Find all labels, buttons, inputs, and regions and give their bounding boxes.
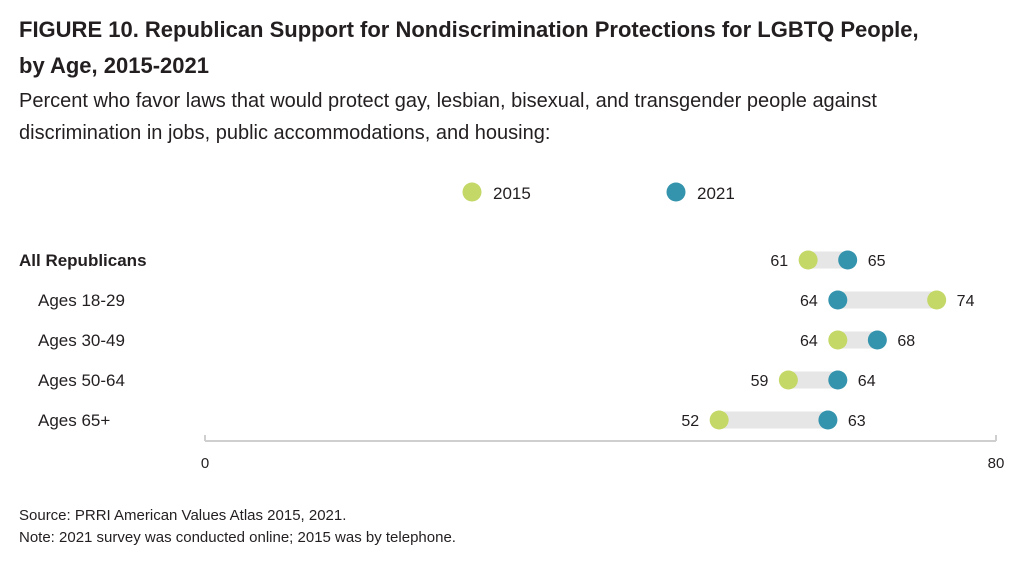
value-label-2021: 64 <box>800 293 818 310</box>
value-label-2021: 64 <box>858 373 876 390</box>
value-label-2021: 63 <box>848 413 866 430</box>
x-tick-label: 0 <box>201 455 209 472</box>
category-label: Ages 18-29 <box>38 291 125 310</box>
subtitle-line-1: Percent who favor laws that would protec… <box>19 90 877 112</box>
point-2021 <box>828 370 848 390</box>
point-2021 <box>828 290 848 310</box>
value-label-2021: 68 <box>897 333 915 350</box>
survey-note: Note: 2021 survey was conducted online; … <box>19 529 456 546</box>
legend-marker-2015 <box>462 182 482 202</box>
chart-title: FIGURE 10. Republican Support for Nondis… <box>19 12 1009 84</box>
source-note: Source: PRRI American Values Atlas 2015,… <box>19 507 347 524</box>
category-label: All Republicans <box>19 251 147 270</box>
point-2021 <box>867 330 887 350</box>
value-label-2015: 64 <box>800 333 818 350</box>
legend-marker-2021 <box>666 182 686 202</box>
point-2015 <box>778 370 798 390</box>
category-label: Ages 50-64 <box>38 371 125 390</box>
category-label: Ages 30-49 <box>38 331 125 350</box>
point-2015 <box>828 330 848 350</box>
value-label-2015: 59 <box>751 373 769 390</box>
value-label-2015: 52 <box>681 413 699 430</box>
title-line-1: FIGURE 10. Republican Support for Nondis… <box>19 17 919 42</box>
value-label-2021: 65 <box>868 253 886 270</box>
point-2021 <box>818 410 838 430</box>
subtitle-line-2: discrimination in jobs, public accommoda… <box>19 122 551 144</box>
dumbbell-chart: 2015 2021 All Republicans 61 65 Ages 18-29 64 7… <box>19 182 1005 472</box>
chart-subtitle: Percent who favor laws that would protec… <box>19 85 1009 149</box>
point-2015 <box>709 410 729 430</box>
point-2015 <box>927 290 947 310</box>
point-2021 <box>838 250 858 270</box>
legend-label-2015: 2015 <box>493 184 531 203</box>
chart-footer: Source: PRRI American Values Atlas 2015,… <box>19 505 1009 549</box>
value-label-2015: 74 <box>957 293 975 310</box>
legend-label-2021: 2021 <box>697 184 735 203</box>
value-label-2015: 61 <box>770 253 788 270</box>
title-line-2: by Age, 2015-2021 <box>19 53 209 78</box>
category-label: Ages 65+ <box>38 411 110 430</box>
x-tick-label: 80 <box>988 455 1005 472</box>
point-2015 <box>798 250 818 270</box>
